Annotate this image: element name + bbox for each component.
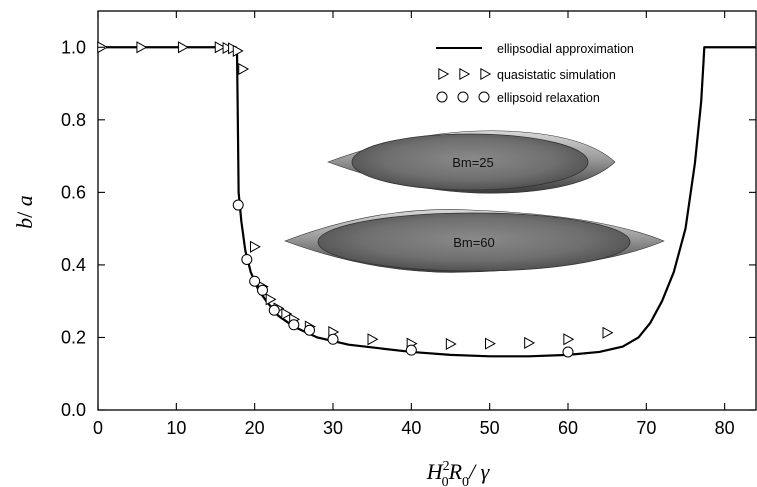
legend-circle-2 xyxy=(478,91,490,103)
point-simulation-2 xyxy=(177,41,189,54)
point-simulation-3 xyxy=(214,41,226,54)
y-axis-title-a: a xyxy=(12,195,37,206)
point-relaxation-5 xyxy=(288,319,300,331)
point-relaxation-2 xyxy=(249,275,261,287)
point-relaxation-4 xyxy=(268,304,280,316)
inset-label-bm60: Bm=60 xyxy=(453,235,495,250)
point-simulation-6 xyxy=(232,44,244,57)
x-tick-label-3: 30 xyxy=(323,418,343,438)
x-axis-title: H2 0R0/ γ xyxy=(426,459,491,487)
legend-triangle-0 xyxy=(438,67,450,81)
point-simulation-7 xyxy=(238,62,250,76)
series-line-approximation xyxy=(98,46,756,358)
x-tick-label-6: 60 xyxy=(558,418,578,438)
y-axis-title-b: b xyxy=(12,218,37,229)
legend-circle-0 xyxy=(436,91,448,103)
svg-text:b/ a: b/ a xyxy=(12,195,37,229)
y-axis-title: b/ a xyxy=(12,195,37,229)
x-axis-title-h: H xyxy=(426,459,444,484)
axes: 0 10 20 30 40 50 60 70 80 0.0 0.2 0.4 0.6 0.8 1.0 xyxy=(61,11,756,438)
point-simulation-4 xyxy=(222,41,234,55)
x-tick-label-0: 0 xyxy=(93,418,103,438)
point-relaxation-1 xyxy=(241,253,253,265)
x-axis-title-tail: / γ xyxy=(467,459,491,484)
point-simulation-19 xyxy=(485,337,496,350)
shape-inset-bm25: Bm=25 xyxy=(327,130,616,194)
y-tick-label-4: 0.8 xyxy=(61,110,86,130)
x-tick-label-7: 70 xyxy=(636,418,656,438)
point-relaxation-8 xyxy=(405,344,417,356)
x-tick-label-8: 80 xyxy=(715,418,735,438)
point-simulation-12 xyxy=(281,307,293,320)
point-simulation-1 xyxy=(136,41,148,54)
x-tick-label-1: 10 xyxy=(166,418,186,438)
ellipsoid-bm25 xyxy=(351,133,589,191)
legend-label-approximation: ellipsodial approximation xyxy=(497,42,634,56)
x-axis-title-sup: 2 xyxy=(443,459,450,474)
legend-triangle-swatch xyxy=(438,67,492,81)
x-axis-title-sub0: 0 xyxy=(442,475,449,487)
point-simulation-21 xyxy=(563,333,575,346)
y-tick-label-0: 0.0 xyxy=(61,400,86,420)
plot-frame xyxy=(97,10,757,411)
x-tick-label-2: 20 xyxy=(245,418,265,438)
y-axis-title-slash: / xyxy=(12,206,37,218)
x-tick-label-5: 50 xyxy=(480,418,500,438)
x-axis-title-sub1: 0 xyxy=(462,475,469,487)
y-tick-label-3: 0.6 xyxy=(61,182,86,202)
x-axis-title-r: R xyxy=(448,459,463,484)
legend-triangle-1 xyxy=(459,67,471,81)
legend-triangle-2 xyxy=(480,67,492,81)
plot-area xyxy=(97,10,757,411)
point-simulation-22 xyxy=(602,326,614,339)
point-relaxation-7 xyxy=(327,333,339,345)
inset-label-bm25: Bm=25 xyxy=(452,155,494,170)
point-simulation-8 xyxy=(250,240,261,253)
legend-label-relaxation: ellipsoid relaxation xyxy=(497,91,600,105)
shape-inset-bm60: Bm=60 xyxy=(284,209,665,273)
y-tick-label-2: 0.4 xyxy=(61,255,86,275)
point-relaxation-0 xyxy=(232,199,244,211)
point-relaxation-9 xyxy=(562,346,574,358)
point-simulation-16 xyxy=(367,333,379,346)
point-simulation-18 xyxy=(445,337,457,351)
legend-label-simulation: quasistatic simulation xyxy=(497,68,616,82)
legend-circle-1 xyxy=(457,91,469,103)
x-tick-label-4: 40 xyxy=(401,418,421,438)
legend: ellipsodial approximation quasistatic si… xyxy=(436,42,634,105)
point-relaxation-3 xyxy=(257,284,268,296)
data-marks xyxy=(97,41,756,358)
point-simulation-10 xyxy=(265,293,277,306)
point-simulation-20 xyxy=(524,336,536,349)
y-tick-label-5: 1.0 xyxy=(61,37,86,57)
y-tick-label-1: 0.2 xyxy=(61,327,86,347)
ellipsoid-bm60 xyxy=(317,212,631,272)
point-relaxation-6 xyxy=(304,324,315,336)
legend-circle-swatch xyxy=(436,91,490,103)
